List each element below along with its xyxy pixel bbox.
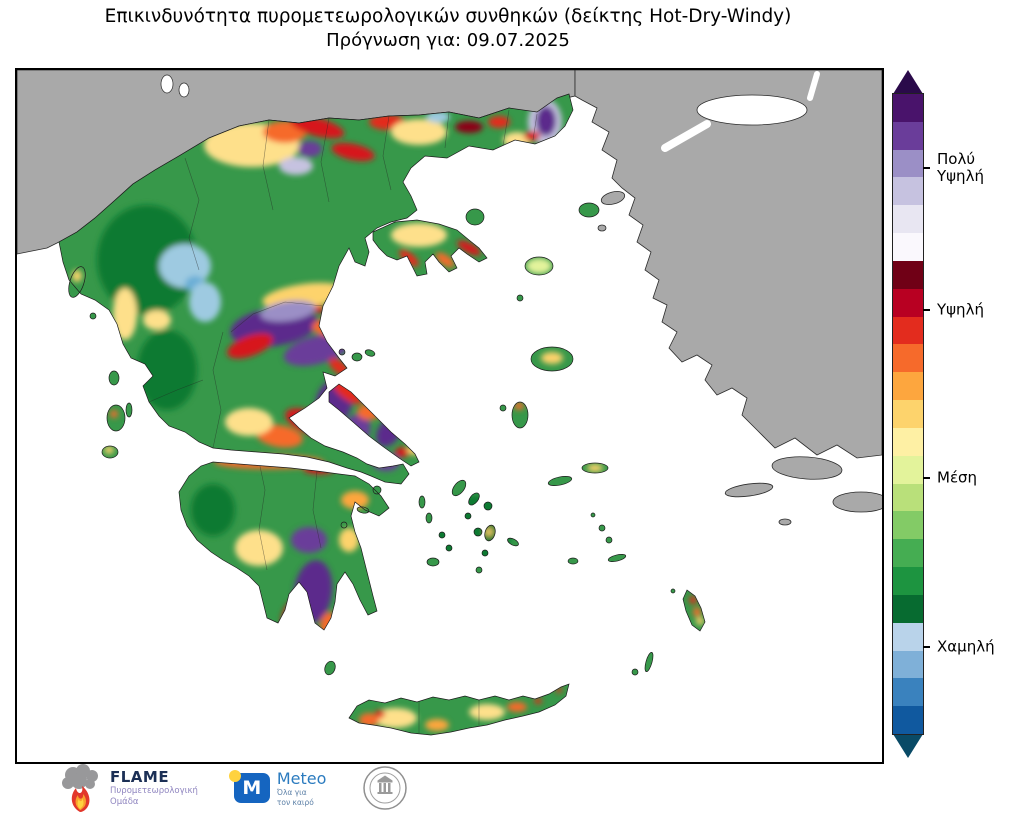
- colorbar-label: Μέση: [937, 468, 978, 487]
- colorbar-tick: [923, 645, 930, 648]
- colorbar-segment: [893, 678, 923, 707]
- flame-logo: FLAME Πυρομετεωρολογική Ομάδα: [59, 762, 198, 814]
- title-line2: Πρόγνωση για: 09.07.2025: [326, 30, 570, 52]
- colorbar-segment: [893, 427, 923, 456]
- region-boundaries: [148, 109, 538, 733]
- colorbar-segment: [893, 316, 923, 345]
- colorbar-segment: [893, 650, 923, 679]
- colorbar-label: Χαμηλή: [937, 637, 995, 656]
- meteo-icon-letter: M: [242, 777, 262, 799]
- chart-title: Επικινδυνότητα πυρομετεωρολογικών συνθηκ…: [0, 5, 896, 53]
- gray-peninsula: [771, 456, 843, 480]
- colorbar-label: Υψηλή: [937, 300, 984, 319]
- colorbar-segment: [893, 483, 923, 512]
- title-line1: Επικινδυνότητα πυρομετεωρολογικών συνθηκ…: [104, 6, 792, 27]
- colorbar-segment: [893, 260, 923, 289]
- flame-logo-name: FLAME: [110, 767, 170, 786]
- colorbar-body: [892, 93, 924, 735]
- meteo-logo-name: Meteo: [276, 769, 327, 789]
- gray-peninsula: [724, 482, 774, 498]
- colorbar-segment: [893, 567, 923, 595]
- gray-island: [597, 224, 607, 232]
- colorbar-tick: [923, 166, 930, 169]
- meteo-sun-dot-icon: [228, 770, 241, 782]
- colorbar-segment: [893, 233, 923, 261]
- colorbar-segment: [893, 539, 923, 568]
- flame-icon: [62, 764, 98, 812]
- meteo-logo: M Meteo Όλα για τον καιρό: [228, 769, 327, 807]
- neighbor-land: [17, 70, 882, 526]
- colorbar-segment: [893, 177, 923, 206]
- colorbar-segment: [893, 455, 923, 484]
- flame-logo-subtitle-2: Ομάδα: [110, 797, 139, 807]
- meteo-tagline-1: Όλα για: [276, 788, 307, 798]
- gray-island: [600, 191, 626, 205]
- sea-of-marmara: [661, 71, 820, 152]
- colorbar-segment: [893, 121, 923, 150]
- colorbar-segment: [893, 622, 923, 651]
- colorbar-segment: [893, 706, 923, 735]
- meteo-icon: M: [228, 770, 270, 803]
- meteo-tagline-2: τον καιρό: [276, 797, 314, 807]
- colorbar-tick: [923, 477, 930, 479]
- colorbar-segment: [893, 511, 923, 540]
- colorbar-segment: [893, 372, 923, 401]
- colorbar-arrow-top: [893, 70, 923, 94]
- colorbar-arrow-bottom: [893, 734, 923, 758]
- colorbar-segment: [893, 205, 923, 234]
- colorbar-label: Πολύ Υψηλή: [937, 149, 984, 185]
- coastline-outline: [58, 93, 706, 736]
- colorbar-tick: [923, 308, 930, 311]
- colorbar-segment: [893, 344, 923, 373]
- map-canvas: FLAME Πυρομετεωρολογική Ομάδα M Meteo Όλ…: [15, 68, 884, 812]
- gray-peninsula: [832, 491, 882, 513]
- colorbar: Πολύ Υψηλή Υψηλή Μέση Χαμηλή: [892, 70, 995, 758]
- greece-risk-map: [17, 70, 882, 762]
- colorbar-segment: [893, 94, 923, 122]
- flame-logo-subtitle-1: Πυρομετεωρολογική: [110, 785, 198, 796]
- university-seal-logo: [363, 766, 408, 810]
- colorbar-segment: [893, 594, 923, 623]
- colorbar-segment: [893, 149, 923, 178]
- lakes: [160, 74, 190, 98]
- logo-strip: FLAME Πυρομετεωρολογική Ομάδα M Meteo Όλ…: [59, 762, 408, 814]
- gray-island: [778, 518, 792, 526]
- colorbar-segment: [893, 400, 923, 428]
- colorbar-segment: [893, 288, 923, 317]
